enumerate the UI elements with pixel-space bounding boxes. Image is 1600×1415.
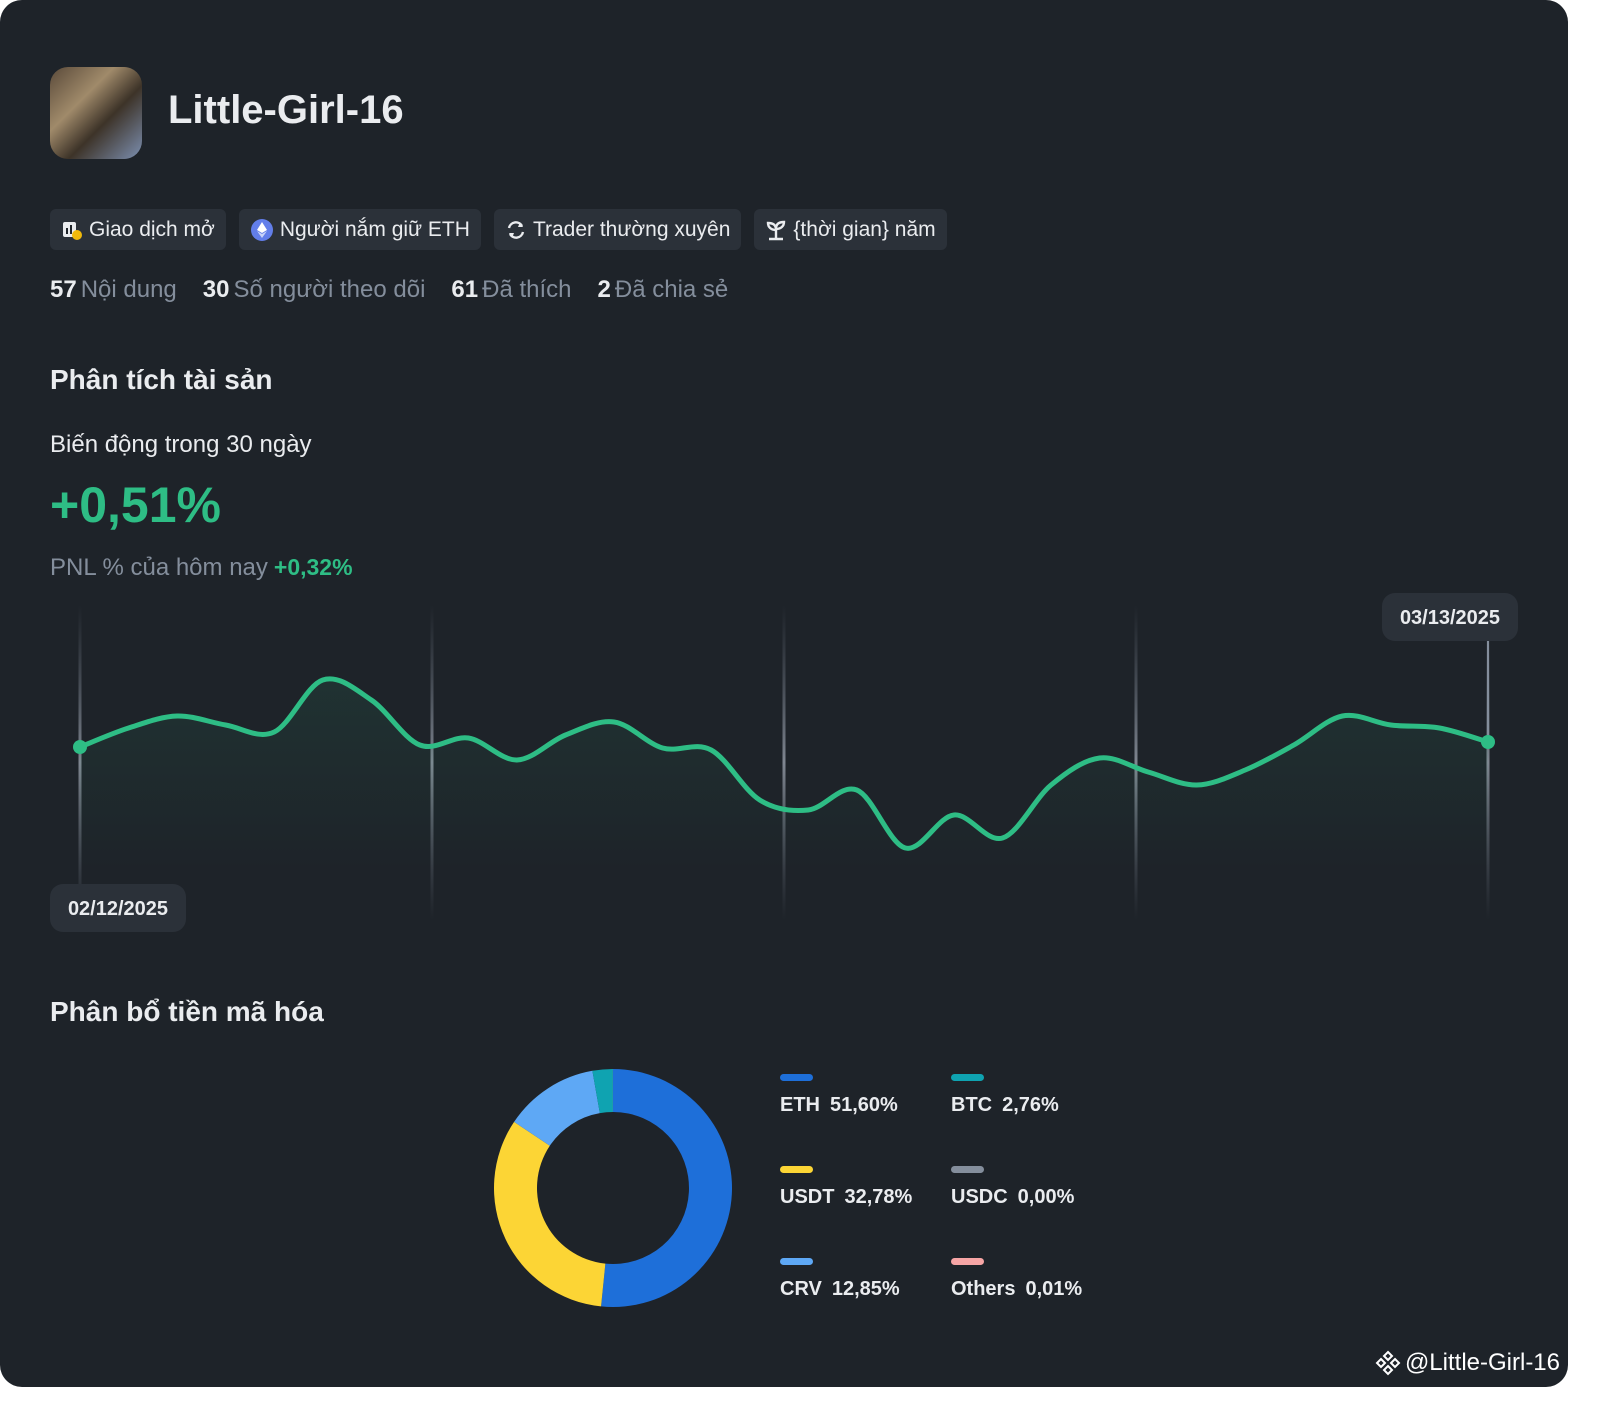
legend-entry: ETH 51,60% (780, 1094, 898, 1116)
stat-value: 57 (50, 276, 77, 303)
pnl-value: +0,32% (273, 554, 353, 580)
legend-value: 0,00% (1018, 1186, 1075, 1208)
legend-name: USDT (780, 1186, 834, 1208)
badges: Giao dịch mở Người nắm giữ ETH Trader th… (50, 209, 947, 250)
badge: Giao dịch mở (50, 209, 226, 250)
legend-value: 12,85% (832, 1278, 900, 1300)
legend-swatch (951, 1166, 984, 1173)
pnl-row: PNL % của hôm nay +0,32% (50, 554, 353, 582)
badge-text: Giao dịch mở (89, 217, 215, 241)
watermark: @Little-Girl-16 (1375, 1349, 1560, 1377)
legend-swatch (951, 1074, 984, 1081)
legend-entry: CRV 12,85% (780, 1278, 900, 1300)
line (77, 676, 1491, 851)
stat-label: Đã chia sẻ (614, 276, 729, 303)
pie-segment (514, 1070, 600, 1146)
legend-name: ETH (780, 1094, 820, 1116)
watermark-text: @Little-Girl-16 (1404, 1349, 1560, 1376)
chart-layer: 02/12/2025 03/13/2025 ETH 51,60% USDT 32,78% C… (50, 593, 1518, 1307)
change-value: +0,51% (50, 477, 221, 533)
legend-entry: USDC 0,00% (951, 1186, 1075, 1208)
stat-label: Nội dung (80, 276, 177, 303)
badge-icon (507, 220, 525, 239)
pie-segment (592, 1069, 613, 1114)
legend-value: 51,60% (830, 1094, 898, 1116)
badge: {thời gian} năm (754, 209, 947, 250)
badge-icon (63, 221, 82, 240)
badge-icon (767, 220, 786, 240)
stat: 30 Số người theo dõi (203, 276, 426, 304)
badge-icon (250, 218, 273, 241)
legend-entry: BTC 2,76% (951, 1094, 1059, 1116)
date-label: 03/13/2025 (1400, 607, 1500, 629)
stat-value: 2 (597, 276, 611, 303)
stat-label: Đã thích (482, 276, 572, 303)
stat: 61 Đã thích (451, 276, 571, 304)
legend-name: BTC (951, 1094, 992, 1116)
date-pill (1382, 593, 1518, 641)
legend-name: CRV (780, 1278, 823, 1300)
legend-value: 2,76% (1002, 1094, 1059, 1116)
badge: Người nắm giữ ETH (238, 209, 481, 250)
pie-segment (601, 1069, 732, 1307)
badge-text: {thời gian} năm (793, 217, 936, 241)
guide-line (1134, 605, 1138, 920)
watermark-logo (1375, 1350, 1401, 1376)
stat-label: Số người theo dõi (233, 276, 426, 303)
stats: 57 Nội dung 30 Số người theo dõi 61 Đã thíc… (50, 276, 728, 304)
legend-name: USDC (951, 1186, 1008, 1208)
legend-value: 32,78% (844, 1186, 912, 1208)
section-title: Phân tích tài sản (50, 364, 273, 395)
point (73, 740, 87, 754)
profile-name: Little-Girl-16 (168, 88, 404, 132)
stat-value: 61 (451, 276, 479, 303)
legend-swatch (780, 1258, 813, 1265)
legend-entry: Others 0,01% (951, 1278, 1082, 1300)
legend-swatch (780, 1074, 813, 1081)
stat-value: 30 (202, 276, 230, 303)
legend-entry: USDT 32,78% (780, 1186, 913, 1208)
pie-segment (494, 1121, 606, 1307)
date-label: 02/12/2025 (68, 898, 168, 920)
pnl-label: PNL % của hôm nay (50, 554, 268, 581)
section-title: Phân bổ tiền mã hóa (50, 996, 324, 1027)
date-pill (50, 884, 186, 932)
guide-line (782, 605, 786, 920)
profile-card: 02/12/2025 03/13/2025 ETH 51,60% USDT 32,78% C… (0, 0, 1568, 1387)
line-area (80, 678, 1488, 870)
badge-text: Người nắm giữ ETH (279, 217, 470, 241)
point (1481, 735, 1495, 749)
stat: 57 Nội dung (50, 276, 177, 304)
legend-name: Others (951, 1278, 1015, 1300)
stat: 2 Đã chia sẻ (598, 276, 729, 304)
avatar (50, 67, 142, 159)
badge-text: Trader thường xuyên (532, 217, 731, 241)
legend-swatch (951, 1258, 984, 1265)
section-subtitle: Biến động trong 30 ngày (50, 431, 312, 458)
badge: Trader thường xuyên (493, 209, 742, 250)
legend-swatch (780, 1166, 813, 1173)
legend-value: 0,01% (1025, 1278, 1082, 1300)
